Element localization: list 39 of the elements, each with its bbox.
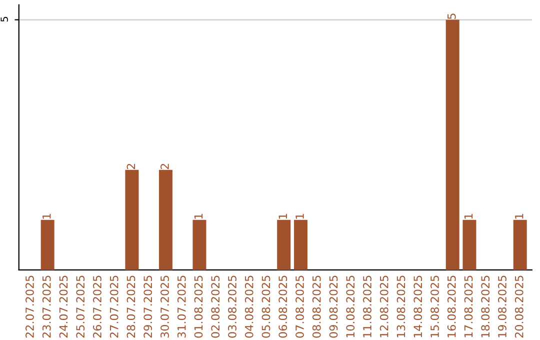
x-tick-label: 20.08.2025	[514, 276, 524, 338]
x-tick-label: 18.08.2025	[481, 276, 490, 338]
data-label: 1	[464, 214, 473, 219]
x-tick-label: 22.07.2025	[26, 276, 34, 338]
x-tick-label: 27.07.2025	[110, 276, 118, 338]
x-tick-label: 17.08.2025	[464, 276, 473, 338]
data-label: 2	[126, 164, 136, 170]
x-tick-label: 10.08.2025	[346, 276, 355, 338]
x-tick-label: 25.07.2025	[76, 276, 85, 338]
x-tick-label: 06.08.2025	[278, 276, 288, 338]
x-tick-label: 03.08.2025	[228, 276, 236, 338]
x-tick-label: 16.08.2025	[447, 276, 456, 338]
x-tick-label: 28.07.2025	[126, 276, 136, 338]
x-tick-label: 04.08.2025	[244, 276, 254, 338]
x-tick-label: 01.08.2025	[194, 276, 203, 338]
x-tick-label: 31.07.2025	[177, 276, 186, 338]
data-label: 1	[194, 214, 203, 219]
x-tick-label: 14.08.2025	[414, 276, 422, 338]
x-tick-label: 13.08.2025	[396, 276, 406, 338]
x-tick-label: 11.08.2025	[363, 276, 372, 338]
x-tick-label: 07.08.2025	[296, 276, 304, 338]
data-label: 1	[278, 214, 287, 219]
x-tick-label: 15.08.2025	[430, 276, 439, 338]
data-label: 1	[515, 214, 524, 219]
x-tick-label: 12.08.2025	[380, 276, 388, 338]
x-tick-label: 05.08.2025	[262, 276, 270, 338]
x-tick-label: 23.07.2025	[42, 276, 51, 338]
x-tick-label: 26.07.2025	[93, 276, 102, 338]
data-label: 5	[448, 14, 456, 19]
x-tick-label: 02.08.2025	[211, 276, 220, 338]
x-tick-label: 09.08.2025	[329, 276, 338, 338]
x-tick-label: 30.07.2025	[160, 276, 169, 338]
x-tick-label: 29.07.2025	[144, 276, 152, 338]
data-label: 1	[42, 214, 51, 219]
x-tick-label: 08.08.2025	[312, 276, 321, 338]
data-label: 1	[296, 214, 304, 219]
x-tick-label: 24.07.2025	[59, 276, 68, 338]
data-label: 2	[160, 164, 169, 170]
x-tick-label: 19.08.2025	[498, 276, 506, 338]
